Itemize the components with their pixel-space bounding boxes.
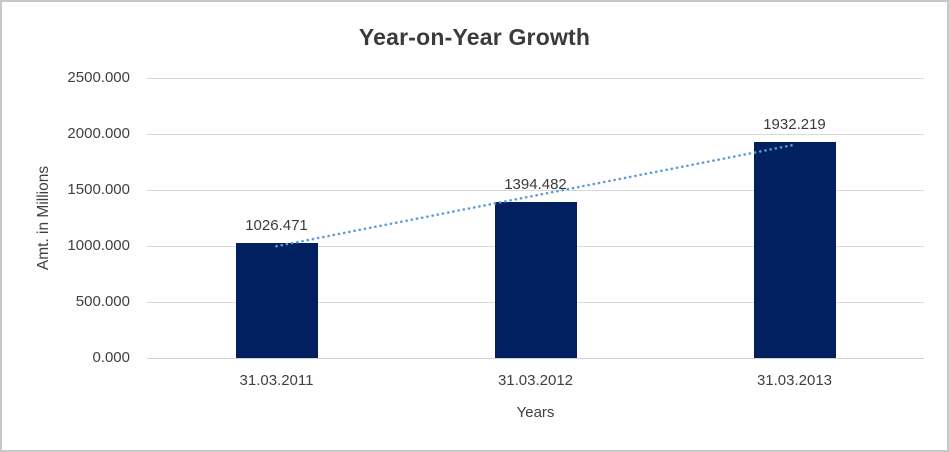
x-tick-label: 31.03.2012 bbox=[497, 372, 574, 389]
data-label: 1932.219 bbox=[763, 115, 826, 133]
data-label: 1394.482 bbox=[504, 175, 567, 193]
x-axis-line bbox=[147, 358, 924, 359]
x-tick-label: 31.03.2011 bbox=[239, 372, 314, 389]
data-label: 1026.471 bbox=[245, 217, 308, 235]
y-tick-label: 0.000 bbox=[92, 349, 130, 366]
y-tick-label: 1000.000 bbox=[67, 237, 130, 254]
bar-31.03.2012 bbox=[494, 201, 577, 358]
gridline bbox=[147, 134, 924, 135]
x-tick-label: 31.03.2013 bbox=[756, 372, 833, 389]
bar-31.03.2011 bbox=[235, 243, 318, 358]
y-tick-label: 1500.000 bbox=[67, 181, 130, 198]
y-tick-label: 500.000 bbox=[75, 293, 130, 310]
y-tick-label: 2500.000 bbox=[67, 69, 130, 86]
plot-area: 1026.471 1394.482 1932.219 bbox=[147, 78, 924, 359]
x-axis-title: Years bbox=[516, 404, 555, 421]
bar-31.03.2013 bbox=[753, 141, 836, 358]
trendline-path bbox=[275, 143, 796, 248]
gridline bbox=[147, 78, 924, 79]
y-tick-label: 2000.000 bbox=[67, 125, 130, 142]
gridline bbox=[147, 190, 924, 191]
trendline bbox=[275, 143, 796, 248]
chart-title: Year-on-Year Growth bbox=[358, 24, 591, 50]
